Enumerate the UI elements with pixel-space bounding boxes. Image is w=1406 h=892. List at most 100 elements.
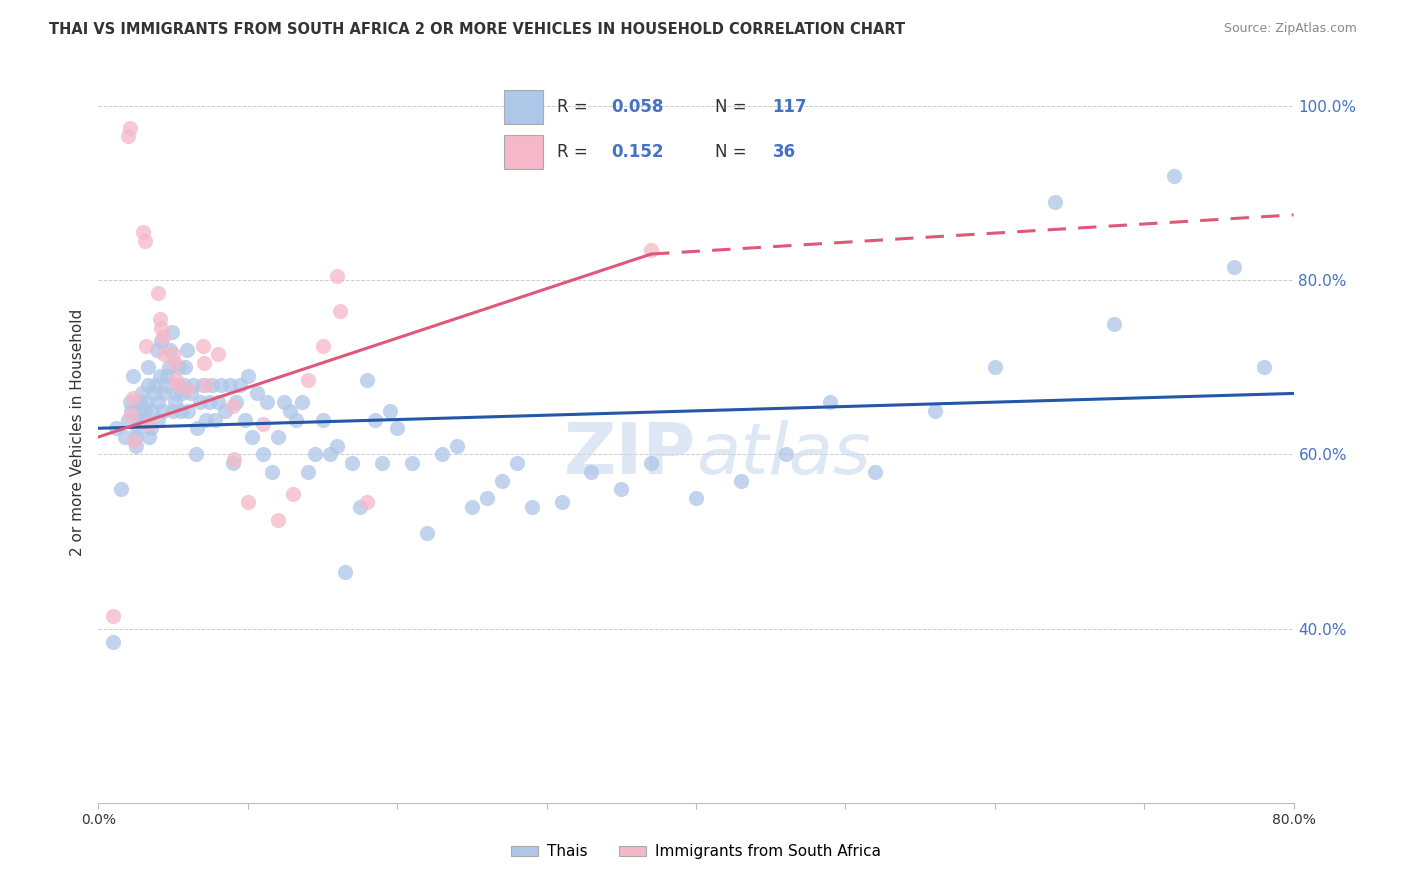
Point bbox=[152, 404, 174, 418]
Point bbox=[124, 434, 146, 449]
Point bbox=[240, 430, 263, 444]
Point bbox=[165, 373, 187, 387]
Point bbox=[134, 404, 156, 418]
Point bbox=[1253, 360, 1275, 375]
Point bbox=[103, 608, 125, 623]
Point bbox=[177, 382, 200, 396]
Point bbox=[278, 404, 301, 418]
Point bbox=[329, 303, 352, 318]
Text: Source: ZipAtlas.com: Source: ZipAtlas.com bbox=[1223, 22, 1357, 36]
Point bbox=[153, 386, 176, 401]
Point bbox=[142, 386, 165, 401]
Point bbox=[163, 395, 186, 409]
Legend: Thais, Immigrants from South Africa: Thais, Immigrants from South Africa bbox=[505, 838, 887, 865]
Point bbox=[229, 377, 252, 392]
Point bbox=[159, 343, 181, 357]
Point bbox=[191, 377, 214, 392]
Point bbox=[177, 404, 200, 418]
Point bbox=[260, 465, 283, 479]
Point bbox=[120, 408, 142, 422]
Point bbox=[129, 395, 152, 409]
Point bbox=[167, 360, 190, 375]
Point bbox=[491, 474, 513, 488]
Point bbox=[162, 404, 184, 418]
Point bbox=[506, 456, 529, 470]
Text: atlas: atlas bbox=[696, 420, 870, 490]
Point bbox=[1223, 260, 1246, 274]
Point bbox=[198, 395, 221, 409]
Point bbox=[385, 421, 409, 435]
Point bbox=[172, 386, 194, 401]
Point bbox=[132, 412, 155, 426]
Point bbox=[246, 386, 269, 401]
Text: THAI VS IMMIGRANTS FROM SOUTH AFRICA 2 OR MORE VEHICLES IN HOUSEHOLD CORRELATION: THAI VS IMMIGRANTS FROM SOUTH AFRICA 2 O… bbox=[49, 22, 905, 37]
Point bbox=[281, 486, 304, 500]
Point bbox=[150, 321, 173, 335]
Point bbox=[173, 377, 195, 392]
Point bbox=[110, 482, 132, 496]
Point bbox=[117, 129, 139, 144]
Point bbox=[730, 474, 752, 488]
Point bbox=[252, 447, 274, 461]
Point bbox=[297, 373, 319, 387]
Point bbox=[356, 495, 378, 509]
Point bbox=[311, 412, 333, 426]
Point bbox=[378, 404, 401, 418]
Point bbox=[153, 347, 176, 361]
Point bbox=[121, 391, 143, 405]
Point bbox=[120, 404, 142, 418]
Point bbox=[219, 377, 242, 392]
Point bbox=[685, 491, 707, 505]
Point bbox=[224, 451, 246, 466]
Point bbox=[128, 412, 150, 426]
Point bbox=[222, 456, 245, 470]
Point bbox=[117, 412, 139, 426]
Point bbox=[134, 234, 156, 248]
Point bbox=[446, 439, 468, 453]
Point bbox=[267, 513, 290, 527]
Point bbox=[984, 360, 1007, 375]
Point bbox=[180, 386, 202, 401]
Point bbox=[138, 430, 160, 444]
Point bbox=[191, 338, 214, 352]
Point bbox=[475, 491, 498, 505]
Point bbox=[326, 439, 349, 453]
Point bbox=[297, 465, 319, 479]
Point bbox=[125, 430, 148, 444]
Point bbox=[775, 447, 797, 461]
Point bbox=[176, 343, 198, 357]
Point bbox=[201, 377, 224, 392]
Point bbox=[865, 465, 887, 479]
Point bbox=[135, 395, 157, 409]
Text: ZIP: ZIP bbox=[564, 420, 696, 490]
Point bbox=[156, 369, 179, 384]
Point bbox=[166, 377, 188, 392]
Point bbox=[155, 377, 177, 392]
Point bbox=[184, 447, 207, 461]
Point bbox=[209, 377, 232, 392]
Point bbox=[342, 456, 364, 470]
Point bbox=[273, 395, 295, 409]
Point bbox=[174, 360, 197, 375]
Point bbox=[166, 377, 188, 392]
Point bbox=[136, 360, 159, 375]
Point bbox=[118, 395, 141, 409]
Point bbox=[1104, 317, 1126, 331]
Point bbox=[319, 447, 342, 461]
Point bbox=[214, 404, 236, 418]
Point bbox=[430, 447, 453, 461]
Point bbox=[1163, 169, 1185, 183]
Point bbox=[371, 456, 394, 470]
Point bbox=[143, 377, 166, 392]
Point bbox=[291, 395, 314, 409]
Point bbox=[129, 404, 152, 418]
Point bbox=[149, 369, 172, 384]
Point bbox=[364, 412, 387, 426]
Point bbox=[581, 465, 603, 479]
Point bbox=[169, 404, 191, 418]
Point bbox=[148, 412, 170, 426]
Point bbox=[610, 482, 633, 496]
Y-axis label: 2 or more Vehicles in Household: 2 or more Vehicles in Household bbox=[69, 309, 84, 557]
Point bbox=[105, 421, 128, 435]
Point bbox=[195, 412, 218, 426]
